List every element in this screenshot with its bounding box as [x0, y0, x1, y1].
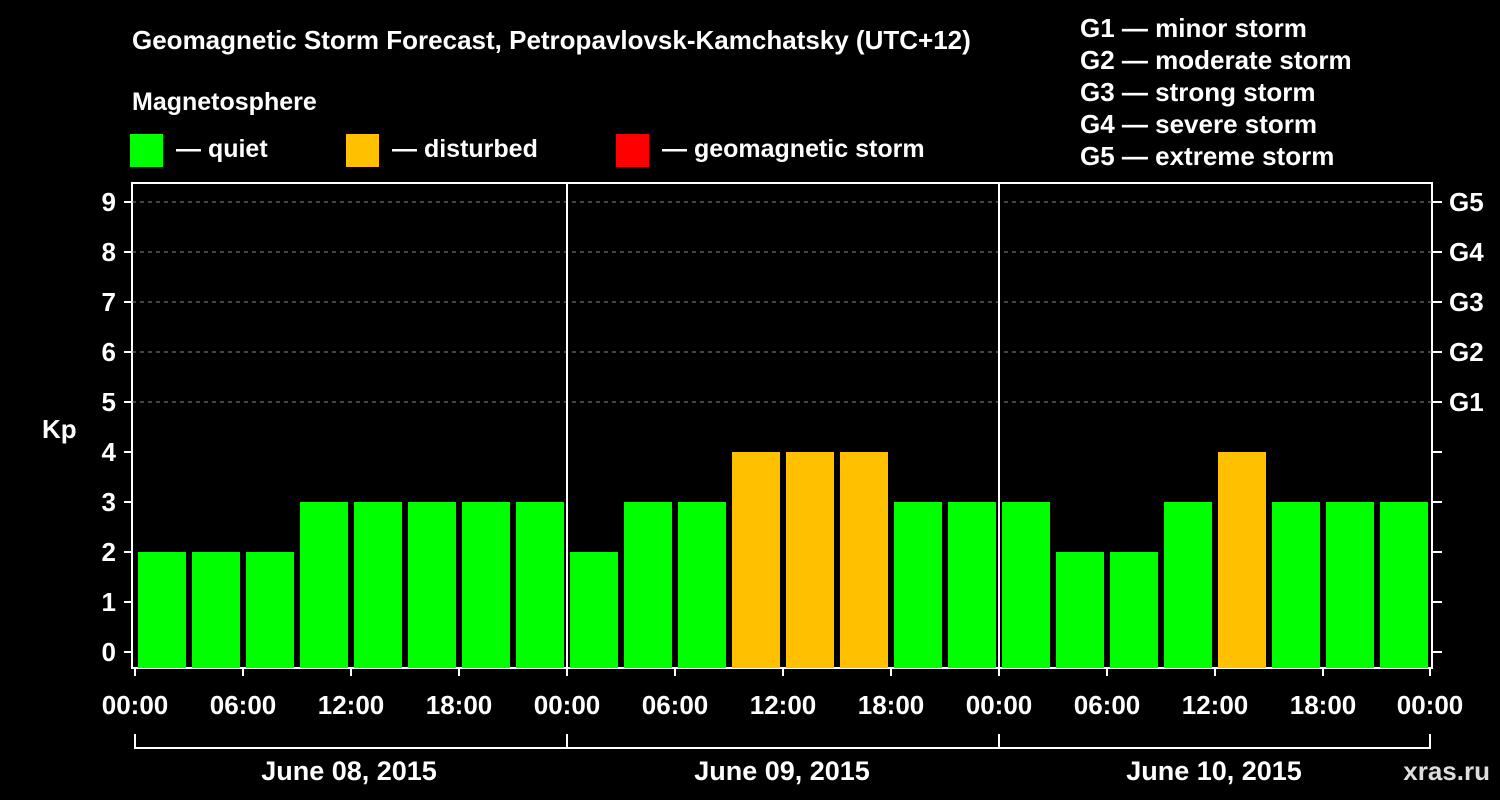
xtick-label-9: 06:00: [1074, 690, 1141, 720]
ytick-label-7: 7: [102, 287, 116, 317]
kp-bar-14: [894, 502, 942, 668]
xtick-label-7: 18:00: [858, 690, 925, 720]
legend-label-2: — geomagnetic storm: [662, 135, 925, 163]
kp-bar-3: [300, 502, 348, 668]
legend-swatch-1: [346, 134, 379, 167]
date-label-0: June 08, 2015: [261, 756, 437, 786]
legend-label-1: — disturbed: [392, 135, 538, 163]
storm-scale-2: G2 — moderate storm: [1080, 45, 1352, 75]
kp-bar-16: [1002, 502, 1050, 668]
legend-title: Magnetosphere: [132, 88, 317, 116]
date-bracket: [134, 734, 1431, 749]
xtick-label-12: 00:00: [1397, 690, 1464, 720]
xtick-label-4: 00:00: [534, 690, 601, 720]
right-tick-label-G2: G2: [1449, 337, 1484, 367]
kp-bar-23: [1380, 502, 1428, 668]
kp-bar-18: [1110, 552, 1158, 668]
kp-bar-2: [246, 552, 294, 668]
right-tick-label-G3: G3: [1449, 287, 1484, 317]
xtick-label-6: 12:00: [750, 690, 817, 720]
kp-bar-12: [786, 452, 834, 668]
xtick-label-10: 12:00: [1182, 690, 1249, 720]
xtick-label-5: 06:00: [642, 690, 709, 720]
legend-swatch-2: [616, 134, 649, 167]
chart-title: Geomagnetic Storm Forecast, Petropavlovs…: [132, 25, 971, 55]
kp-bar-13: [840, 452, 888, 668]
kp-bar-11: [732, 452, 780, 668]
kp-bar-15: [948, 502, 996, 668]
ytick-label-0: 0: [102, 637, 116, 667]
xtick-label-11: 18:00: [1290, 690, 1357, 720]
kp-bar-8: [570, 552, 618, 668]
kp-bar-0: [138, 552, 186, 668]
kp-bar-5: [408, 502, 456, 668]
ytick-label-1: 1: [102, 587, 116, 617]
ytick-label-5: 5: [102, 387, 116, 417]
ytick-label-4: 4: [102, 437, 117, 467]
xtick-label-2: 12:00: [318, 690, 385, 720]
kp-bar-6: [462, 502, 510, 668]
kp-bar-1: [192, 552, 240, 668]
storm-scale-4: G4 — severe storm: [1080, 109, 1317, 139]
kp-bar-19: [1164, 502, 1212, 668]
xtick-label-1: 06:00: [210, 690, 277, 720]
ytick-label-2: 2: [102, 537, 116, 567]
xtick-label-8: 00:00: [966, 690, 1033, 720]
kp-bar-20: [1218, 452, 1266, 668]
right-tick-label-G4: G4: [1449, 237, 1484, 267]
y-axis-label: Kp: [42, 414, 77, 444]
watermark: xras.ru: [1403, 756, 1490, 786]
kp-bar-21: [1272, 502, 1320, 668]
kp-bar-4: [354, 502, 402, 668]
kp-bar-22: [1326, 502, 1374, 668]
storm-scale-1: G1 — minor storm: [1080, 13, 1307, 43]
date-label-1: June 09, 2015: [694, 756, 870, 786]
ytick-label-8: 8: [102, 237, 116, 267]
right-tick-label-G5: G5: [1449, 187, 1484, 217]
storm-scale-5: G5 — extreme storm: [1080, 141, 1334, 171]
ytick-label-9: 9: [102, 187, 116, 217]
storm-scale-3: G3 — strong storm: [1080, 77, 1315, 107]
ytick-label-3: 3: [102, 487, 116, 517]
legend-swatch-0: [130, 134, 163, 167]
xtick-label-3: 18:00: [426, 690, 493, 720]
date-label-2: June 10, 2015: [1126, 756, 1302, 786]
ytick-label-6: 6: [102, 337, 116, 367]
legend-label-0: — quiet: [176, 135, 268, 163]
kp-bar-9: [624, 502, 672, 668]
kp-bar-10: [678, 502, 726, 668]
xtick-label-0: 00:00: [102, 690, 169, 720]
kp-bar-7: [516, 502, 564, 668]
kp-bar-17: [1056, 552, 1104, 668]
right-tick-label-G1: G1: [1449, 387, 1484, 417]
